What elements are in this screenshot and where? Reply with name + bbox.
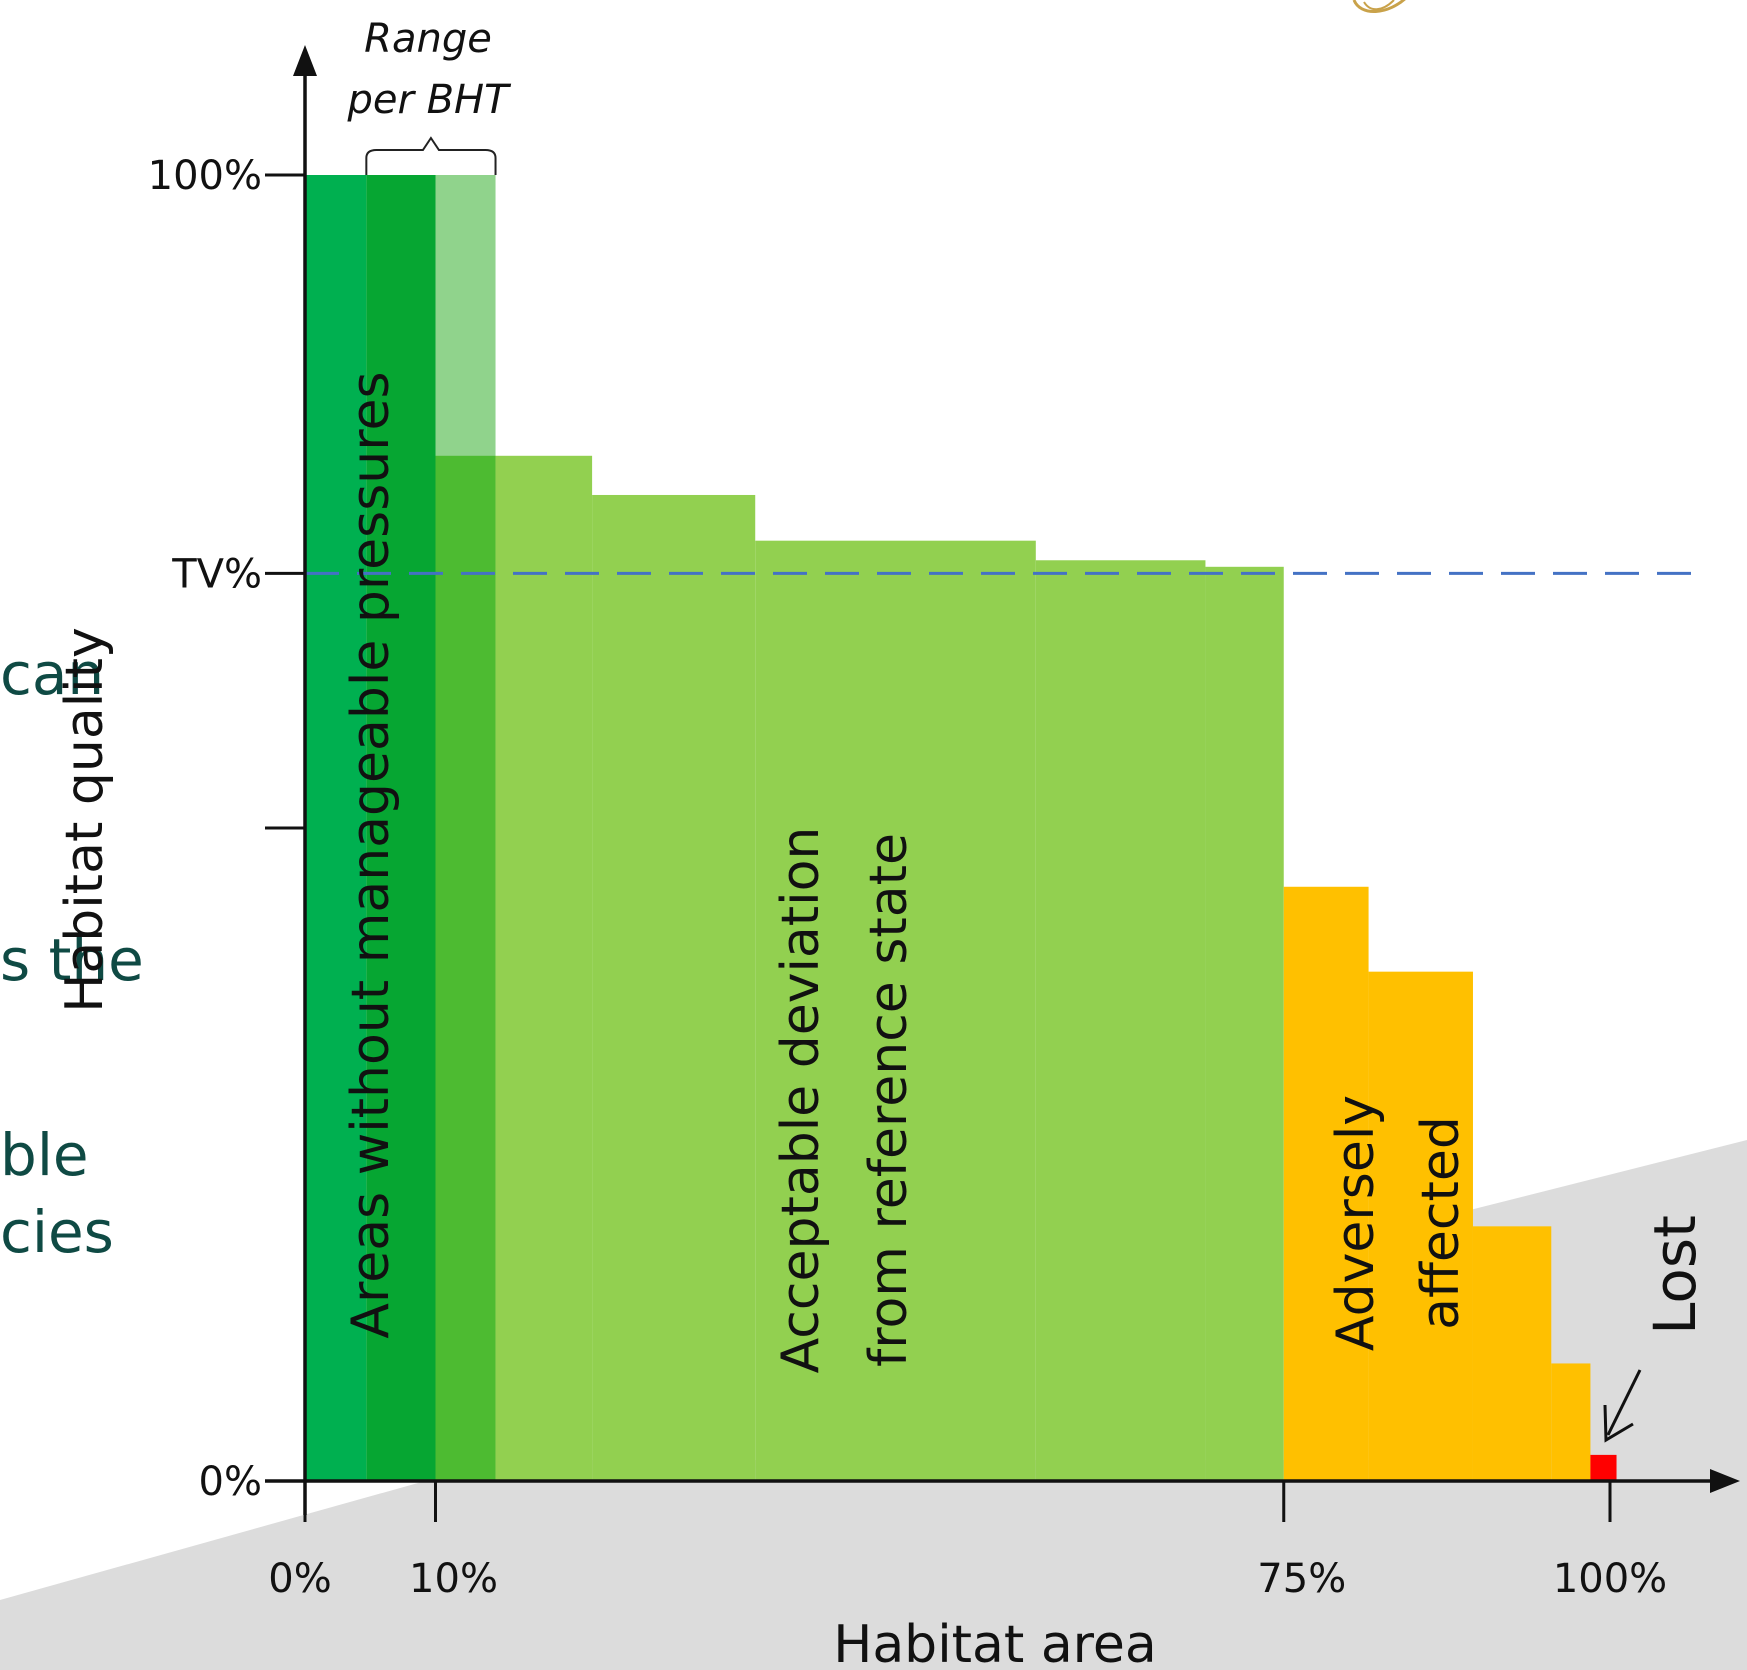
range-label: per BHT [346,77,512,123]
y-axis-arrow [293,45,317,76]
x-axis-title: Habitat area [833,1615,1157,1670]
cut-off-text-fragment: s the [0,926,144,994]
region-label-natural: Areas without manageable pressures [341,371,401,1338]
lost-arrow-head [1603,1404,1634,1443]
chart-bar [495,455,593,1481]
range-label: Range [364,16,492,62]
region-label-adverse: Adversely [1326,1095,1386,1351]
y-tick-label: 0% [199,1459,262,1505]
chart-bar [1368,971,1473,1481]
chart-bar [592,494,756,1482]
chart-bar [1283,886,1369,1481]
chart-bar [1472,1226,1552,1481]
chart-bar [305,175,367,1481]
region-label-adverse: affected [1411,1116,1471,1330]
x-tick-label: 10% [409,1556,498,1602]
chart-bar [1205,566,1284,1481]
y-tick-label: TV% [171,551,262,597]
chart-bar [1551,1363,1591,1481]
chart-bar [755,540,1036,1481]
cut-off-text-fragment: ble [0,1121,89,1189]
lost-arrow [1606,1369,1642,1436]
x-tick-label: 75% [1257,1556,1346,1602]
region-label-lost: Lost [1641,1215,1709,1335]
region-label-acceptable: from reference state [859,833,919,1367]
chart-bar [435,455,496,1481]
region-label-acceptable: Acceptable deviation [771,827,831,1374]
chart-bar [1590,1454,1617,1481]
y-tick-label: 100% [148,153,262,199]
y-axis-title: Habitat quality [55,627,115,1012]
chart-bar [1035,560,1206,1481]
range-bracket [365,136,497,175]
logo-fragment-icon [1352,0,1406,13]
cut-off-text-fragment: can [0,640,105,708]
x-tick-label: 0% [268,1556,331,1602]
x-axis-arrow [1710,1469,1740,1493]
x-tick-label: 100% [1553,1556,1667,1602]
cut-off-text-fragment: cies [0,1198,114,1266]
chart-bar [366,175,436,1481]
